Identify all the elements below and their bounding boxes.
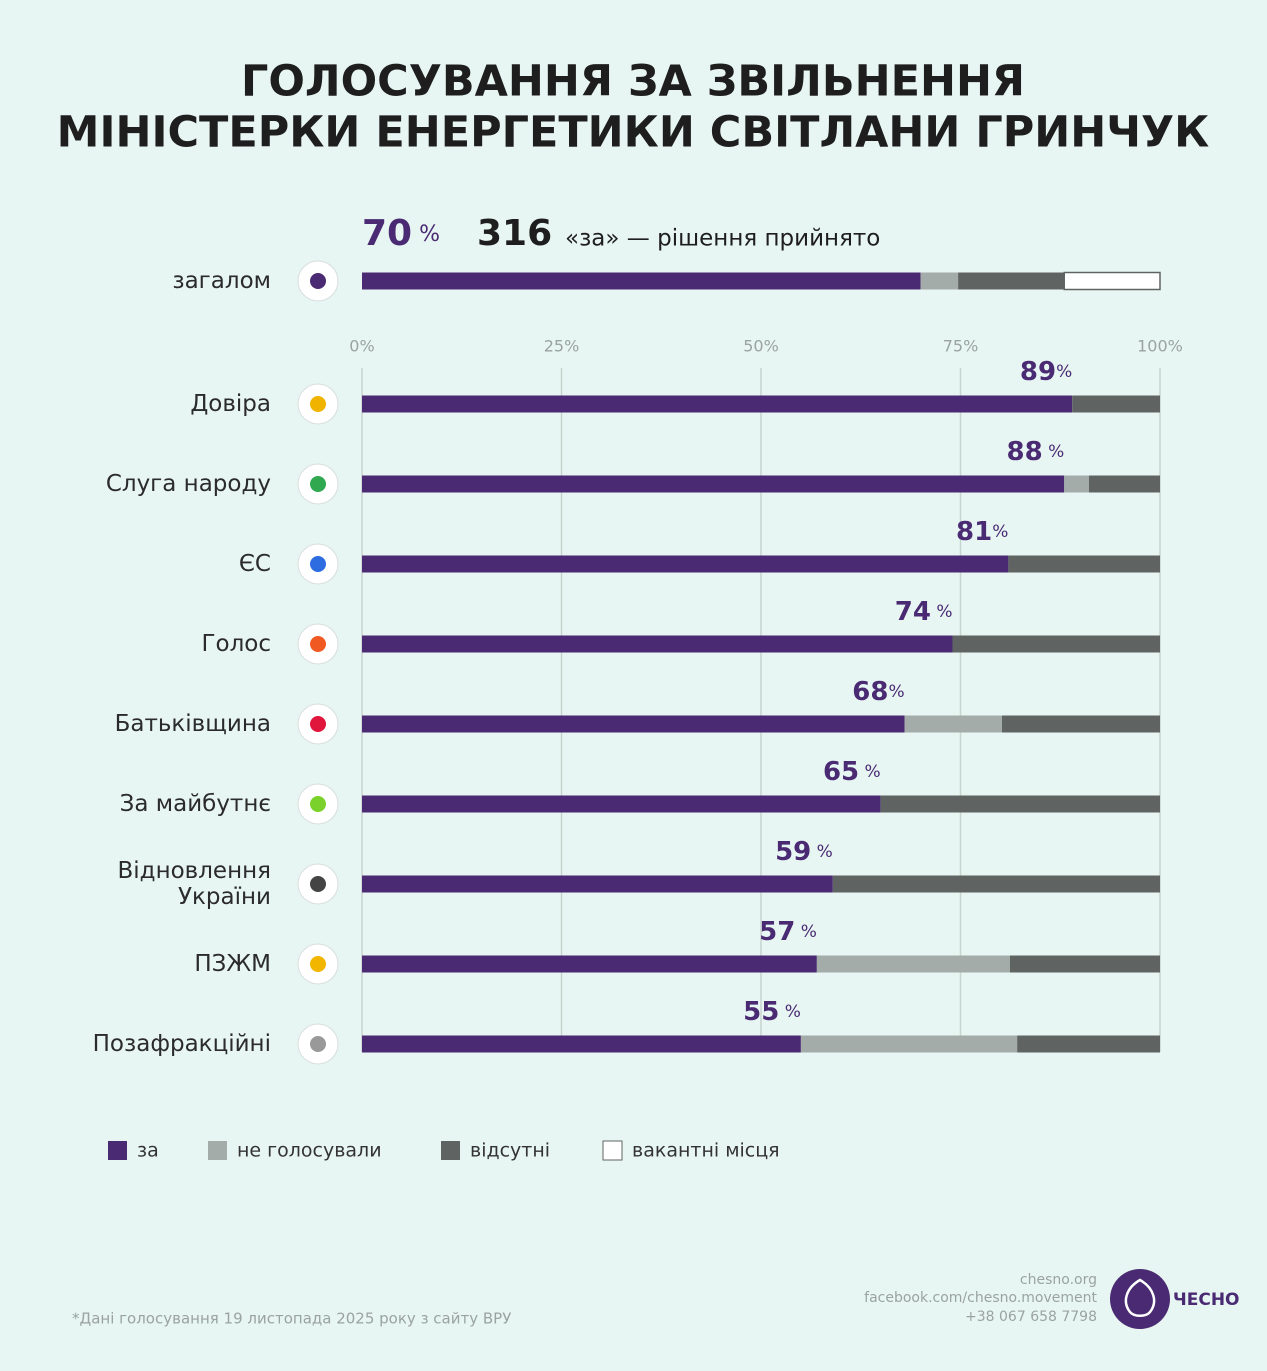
title-line: МІНІСТЕРКИ ЕНЕРГЕТИКИ СВІТЛАНИ ГРИНЧУК — [57, 108, 1210, 158]
bar-segment — [362, 635, 953, 653]
bar-segment — [1001, 715, 1160, 733]
legend-swatch — [441, 1141, 460, 1160]
logo — [1110, 1269, 1170, 1329]
bar-segment — [362, 875, 833, 893]
party-icon-mark — [310, 556, 326, 572]
legend-label: не голосували — [237, 1140, 382, 1162]
bar-segment — [880, 795, 1160, 813]
bar-segment — [1064, 475, 1089, 493]
party-icon-mark — [310, 636, 326, 652]
decision: «за» — рішення прийнято — [565, 226, 880, 252]
legend-label: відсутні — [470, 1140, 550, 1162]
legend-swatch — [602, 1140, 623, 1161]
x-tick-label: 100% — [1137, 337, 1183, 356]
value-label: 74 % — [895, 597, 953, 627]
category-label: загалом — [172, 268, 271, 294]
bar-segment — [1008, 555, 1160, 573]
x-tick-label: 0% — [349, 337, 374, 356]
value-label: 88 % — [1006, 437, 1064, 467]
party-icon-mark — [310, 396, 326, 412]
bar-segment — [1017, 1035, 1160, 1053]
bar-segment — [362, 1035, 801, 1053]
logo-icon — [1124, 1278, 1156, 1317]
category-label: За майбутнє — [119, 791, 271, 817]
party-icon-mark — [310, 1036, 326, 1052]
bar-segment — [816, 955, 1010, 973]
category-label: Голос — [201, 631, 271, 657]
category-label: Позафракційні — [92, 1031, 271, 1057]
x-tick-label: 75% — [943, 337, 979, 356]
party-icon-mark — [310, 273, 326, 289]
party-icon-mark — [310, 716, 326, 732]
category-label: Батьківщина — [114, 711, 271, 737]
contact: +38 067 658 7798 — [965, 1309, 1097, 1325]
party-icon-mark — [310, 796, 326, 812]
vote-count: 316 — [477, 213, 552, 254]
bar-segment — [362, 272, 921, 290]
bar-segment — [832, 875, 1160, 893]
bar-segment — [952, 635, 1160, 653]
legend-swatch — [108, 1141, 127, 1160]
bar-segment — [1072, 395, 1160, 413]
footnote: *Дані голосування 19 листопада 2025 року… — [72, 1310, 511, 1328]
value-label: 70 % — [362, 213, 440, 254]
bar-segment — [362, 795, 881, 813]
bar-segment — [362, 475, 1065, 493]
bar-segment — [958, 272, 1065, 290]
party-icon-mark — [310, 956, 326, 972]
legend-label: вакантні місця — [632, 1140, 780, 1162]
bar-segment — [920, 272, 959, 290]
brand: ЧЕСНО — [1173, 1290, 1240, 1310]
value-label: 57 % — [759, 917, 817, 947]
party-icon-mark — [310, 476, 326, 492]
value-label: 89% — [1020, 357, 1072, 387]
title-line: ГОЛОСУВАННЯ ЗА ЗВІЛЬНЕННЯ — [241, 57, 1025, 107]
value-label: 68% — [852, 677, 904, 707]
value-label: 65 % — [823, 757, 881, 787]
value-label: 59 % — [775, 837, 833, 867]
contact: facebook.com/chesno.movement — [864, 1290, 1097, 1306]
x-tick-label: 50% — [743, 337, 779, 356]
bar-segment — [1088, 475, 1160, 493]
party-icon-mark — [310, 876, 326, 892]
x-tick-label: 25% — [544, 337, 580, 356]
category-label: Довіра — [190, 391, 271, 417]
bar-segment — [362, 955, 817, 973]
bar-segment — [1063, 271, 1161, 291]
bar-segment — [800, 1035, 1018, 1053]
legend-swatch — [208, 1141, 227, 1160]
category-label: Слуга народу — [105, 471, 271, 497]
bar-segment — [362, 555, 1009, 573]
category-label: ПЗЖМ — [194, 951, 271, 977]
bar-segment — [362, 395, 1073, 413]
bar-segment — [1009, 955, 1160, 973]
contact: chesno.org — [1020, 1272, 1097, 1288]
category-label: Відновлення України — [117, 858, 272, 910]
bar-segment — [904, 715, 1002, 733]
value-label: 55 % — [743, 997, 801, 1027]
legend-label: за — [137, 1140, 159, 1162]
bar-segment — [362, 715, 905, 733]
category-label: ЄС — [238, 551, 271, 577]
value-label: 81% — [956, 517, 1008, 547]
